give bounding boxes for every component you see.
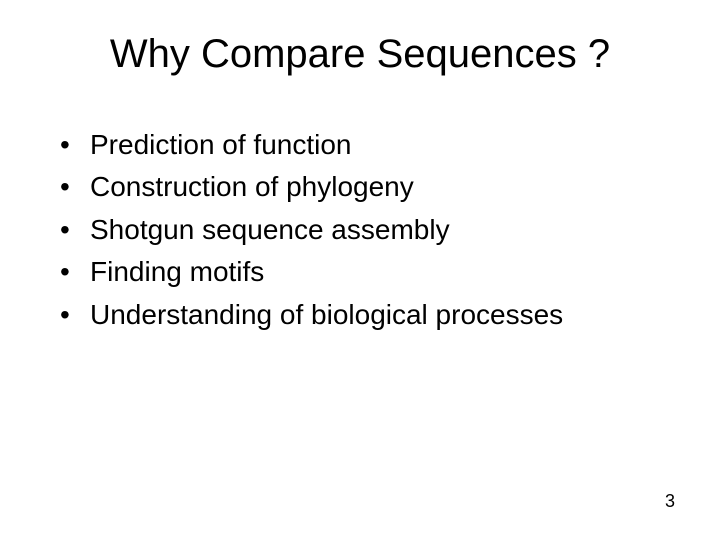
bullet-text: Finding motifs xyxy=(90,254,264,290)
bullet-list: • Prediction of function • Construction … xyxy=(50,127,670,333)
list-item: • Finding motifs xyxy=(60,254,670,290)
slide-title: Why Compare Sequences ? xyxy=(50,32,670,77)
list-item: • Understanding of biological processes xyxy=(60,297,670,333)
bullet-icon: • xyxy=(60,127,90,163)
bullet-text: Understanding of biological processes xyxy=(90,297,563,333)
bullet-text: Prediction of function xyxy=(90,127,352,163)
bullet-icon: • xyxy=(60,254,90,290)
page-number: 3 xyxy=(665,491,675,512)
bullet-icon: • xyxy=(60,297,90,333)
list-item: • Shotgun sequence assembly xyxy=(60,212,670,248)
list-item: • Construction of phylogeny xyxy=(60,169,670,205)
bullet-text: Construction of phylogeny xyxy=(90,169,414,205)
slide-container: Why Compare Sequences ? • Prediction of … xyxy=(0,0,720,540)
bullet-icon: • xyxy=(60,212,90,248)
bullet-text: Shotgun sequence assembly xyxy=(90,212,450,248)
bullet-icon: • xyxy=(60,169,90,205)
list-item: • Prediction of function xyxy=(60,127,670,163)
